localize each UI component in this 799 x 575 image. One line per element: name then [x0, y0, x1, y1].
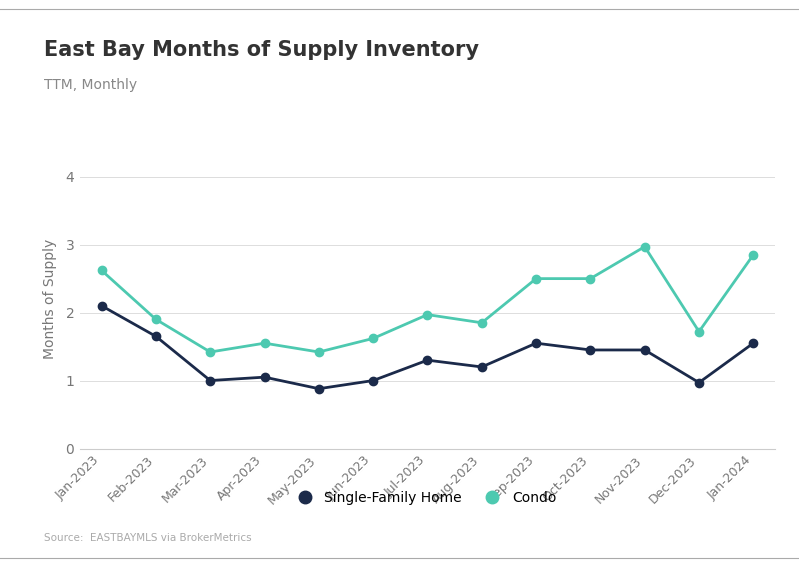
Condo — [640, 243, 650, 250]
Condo — [314, 348, 324, 355]
Condo — [531, 275, 541, 282]
Single-Family Home — [423, 356, 432, 363]
Text: Source:  EASTBAYMLS via BrokerMetrics: Source: EASTBAYMLS via BrokerMetrics — [44, 534, 252, 543]
Condo — [260, 340, 269, 347]
Single-Family Home — [694, 379, 704, 386]
Single-Family Home — [368, 377, 378, 384]
Text: East Bay Months of Supply Inventory: East Bay Months of Supply Inventory — [44, 40, 479, 60]
Single-Family Home — [531, 340, 541, 347]
Condo — [151, 316, 161, 323]
Single-Family Home — [260, 374, 269, 381]
Line: Condo: Condo — [97, 243, 757, 356]
Single-Family Home — [314, 385, 324, 392]
Single-Family Home — [586, 347, 595, 354]
Condo — [694, 328, 704, 335]
Condo — [97, 267, 106, 274]
Condo — [749, 251, 758, 258]
Condo — [423, 311, 432, 318]
Text: TTM, Monthly: TTM, Monthly — [44, 78, 137, 91]
Single-Family Home — [97, 302, 106, 309]
Line: Single-Family Home: Single-Family Home — [97, 302, 757, 393]
Condo — [205, 348, 215, 355]
Legend: Single-Family Home, Condo: Single-Family Home, Condo — [285, 485, 562, 511]
Condo — [586, 275, 595, 282]
Condo — [368, 335, 378, 342]
Single-Family Home — [640, 347, 650, 354]
Single-Family Home — [151, 333, 161, 340]
Single-Family Home — [477, 363, 487, 370]
Y-axis label: Months of Supply: Months of Supply — [43, 239, 58, 359]
Single-Family Home — [749, 340, 758, 347]
Condo — [477, 319, 487, 326]
Single-Family Home — [205, 377, 215, 384]
